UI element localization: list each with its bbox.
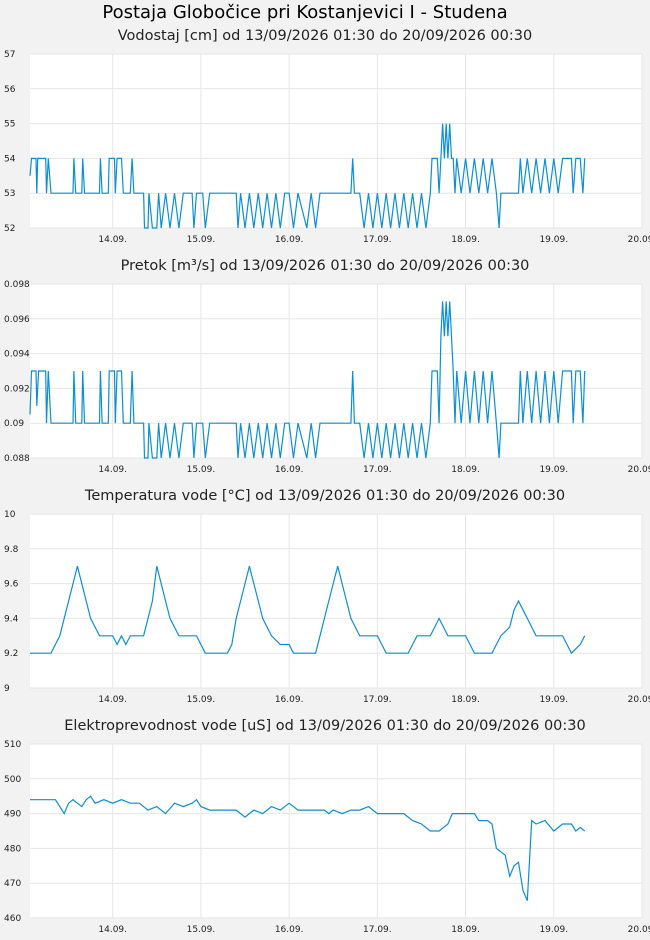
plot-area — [30, 54, 642, 228]
y-tick-label: 57 — [4, 50, 15, 60]
x-tick-label: 14.09. — [98, 465, 127, 475]
y-tick-label: 0.092 — [4, 384, 30, 394]
y-tick-label: 10 — [4, 510, 16, 520]
water-temperature-plot: 9 9.2 9.4 9.6 9.8 10 14.09. 15.09. 16.09. 17.09. 1… — [4, 510, 650, 705]
y-tick-label: 9.4 — [4, 614, 19, 624]
x-tick-label: 14.09. — [98, 925, 127, 935]
x-tick-label: 20.09. — [628, 465, 650, 475]
x-tick-label: 15.09. — [187, 925, 216, 935]
water-level-chart: Vodostaj [cm] od 13/09/2026 01:30 do 20/… — [0, 28, 650, 250]
chart-title: Temperatura vode [°C] od 13/09/2026 01:3… — [84, 488, 566, 504]
y-tick-label: 0.094 — [4, 350, 30, 360]
y-tick-label: 9 — [4, 684, 10, 694]
y-tick-label: 470 — [4, 879, 21, 889]
plot-area — [30, 744, 642, 918]
y-tick-label: 52 — [4, 224, 15, 234]
chart-title: Vodostaj [cm] od 13/09/2026 01:30 do 20/… — [117, 28, 533, 44]
discharge-plot: 0.088 0.09 0.092 0.094 0.096 0.098 14.09. 15.09… — [4, 280, 650, 475]
x-tick-label: 18.09. — [451, 235, 480, 245]
chart-title: Pretok [m³/s] od 13/09/2026 01:30 do 20/… — [120, 258, 530, 274]
x-tick-label: 19.09. — [539, 925, 568, 935]
page-title: Postaja Globočice pri Kostanjevici I - S… — [102, 2, 508, 23]
x-tick-label: 16.09. — [275, 695, 304, 705]
x-tick-label: 17.09. — [363, 925, 392, 935]
y-tick-label: 0.096 — [4, 315, 30, 325]
y-tick-label: 56 — [4, 85, 16, 95]
x-tick-label: 20.09. — [628, 925, 650, 935]
chart-title: Elektroprevodnost vode [uS] od 13/09/202… — [64, 718, 586, 734]
x-tick-label: 15.09. — [187, 235, 216, 245]
x-tick-label: 15.09. — [187, 465, 216, 475]
x-tick-label: 14.09. — [98, 235, 127, 245]
y-tick-label: 490 — [4, 810, 21, 820]
series-line — [29, 123, 586, 229]
conductivity-chart: Elektroprevodnost vode [uS] od 13/09/202… — [0, 718, 650, 940]
x-tick-label: 14.09. — [98, 695, 127, 705]
y-tick-label: 460 — [4, 914, 21, 924]
y-tick-label: 0.088 — [4, 454, 30, 464]
y-tick-label: 9.6 — [4, 580, 19, 590]
water-level-plot: 52 53 54 55 56 57 14.09. 15.09. 16.09. 17.09. 18.0… — [4, 50, 650, 245]
y-tick-label: 53 — [4, 189, 15, 199]
x-tick-label: 20.09. — [628, 695, 650, 705]
x-tick-label: 15.09. — [187, 695, 216, 705]
y-tick-label: 9.2 — [4, 649, 18, 659]
series-line — [30, 566, 586, 655]
water-temperature-chart: Temperatura vode [°C] od 13/09/2026 01:3… — [0, 488, 650, 710]
x-tick-label: 20.09. — [628, 235, 650, 245]
x-tick-label: 19.09. — [539, 465, 568, 475]
y-tick-label: 55 — [4, 120, 15, 130]
x-tick-label: 18.09. — [451, 465, 480, 475]
x-tick-label: 17.09. — [363, 235, 392, 245]
x-tick-label: 16.09. — [275, 465, 304, 475]
x-tick-label: 17.09. — [363, 695, 392, 705]
y-tick-label: 480 — [4, 844, 21, 854]
discharge-chart: Pretok [m³/s] od 13/09/2026 01:30 do 20/… — [0, 258, 650, 480]
x-tick-label: 19.09. — [539, 695, 568, 705]
x-tick-label: 17.09. — [363, 465, 392, 475]
y-tick-label: 54 — [4, 154, 16, 164]
y-tick-label: 0.098 — [4, 280, 30, 290]
conductivity-plot: 460 470 480 490 500 510 14.09. 15.09. 16.09. 17.0… — [4, 740, 650, 935]
plot-area — [30, 514, 642, 688]
x-tick-label: 16.09. — [275, 235, 304, 245]
x-tick-label: 19.09. — [539, 235, 568, 245]
series-line — [29, 301, 586, 459]
y-tick-label: 510 — [4, 740, 21, 750]
y-tick-label: 9.8 — [4, 545, 19, 555]
x-tick-label: 16.09. — [275, 925, 304, 935]
series-line — [30, 795, 586, 901]
x-tick-label: 18.09. — [451, 695, 480, 705]
y-tick-label: 500 — [4, 775, 21, 785]
y-tick-label: 0.09 — [4, 419, 24, 429]
x-tick-label: 18.09. — [451, 925, 480, 935]
